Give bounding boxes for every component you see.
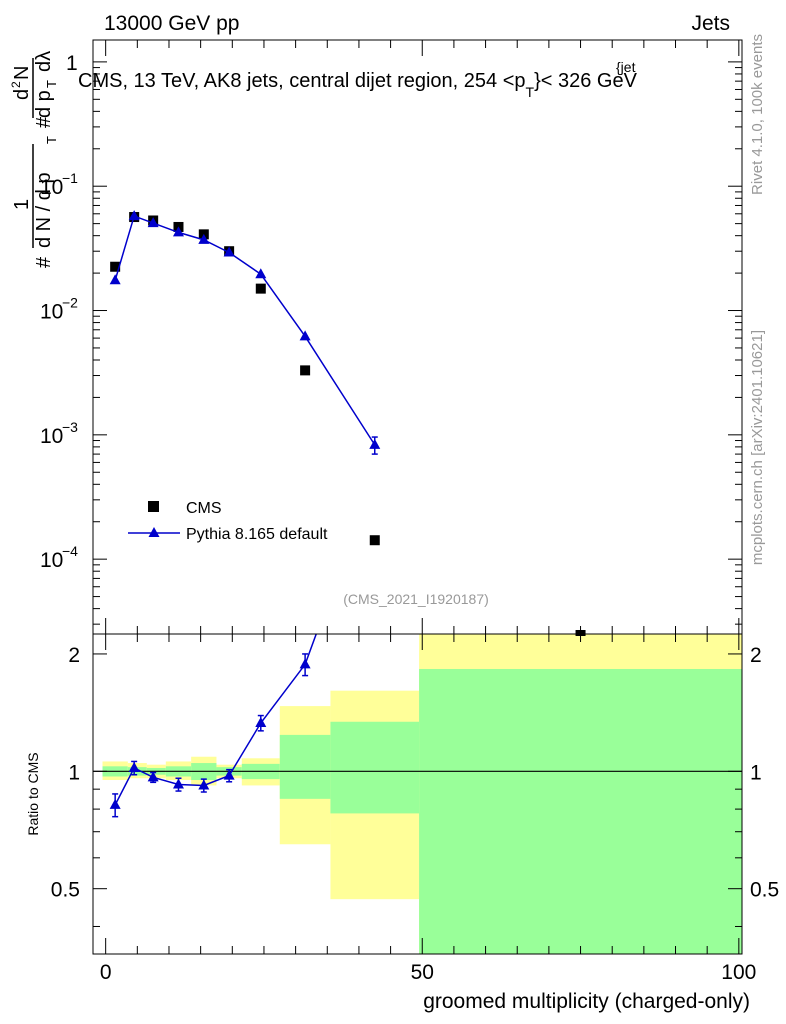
pythia-point-5 <box>223 246 235 257</box>
plot-title-sub: T <box>526 84 535 100</box>
xtick-label-2: 100 <box>721 961 756 984</box>
main-ytick-exp-4: −4 <box>62 543 78 559</box>
mcplots-label: mcplots.cern.ch [arXiv:2401.10621] <box>749 330 766 565</box>
ratio-plot-axes: 0.5 0.5 1 1 2 2 0 50 100 <box>51 630 779 984</box>
ylabel-d: d <box>11 89 33 100</box>
main-ylabel: # 1 d N / d p T # d p T d 2 N dλ <box>9 51 59 268</box>
header-energy: 13000 GeV pp <box>104 12 239 35</box>
ratio-point-1 <box>128 761 140 772</box>
legend-cms-marker <box>148 501 159 512</box>
ratio-point-4 <box>198 779 210 790</box>
main-plot-marks <box>109 210 381 546</box>
ylabel-dn: d N / d p <box>33 172 55 248</box>
ratio-ytick-label-left-2: 2 <box>68 644 80 667</box>
plot-title-sup: {jet <box>616 59 636 75</box>
ylabel-one: 1 <box>11 199 33 210</box>
main-ytick-label-0: 1 <box>66 52 78 75</box>
plot-title: CMS, 13 TeV, AK8 jets, central dijet reg… <box>78 70 638 100</box>
ratio-point-3 <box>172 778 184 789</box>
band-inner-7 <box>279 734 331 799</box>
ylabel-n: N <box>11 66 33 80</box>
ratio-ytick-label-left-0: 0.5 <box>51 879 80 902</box>
rivet-version-label: Rivet 4.1.0, 100k events <box>749 34 766 195</box>
ratio-point-2 <box>147 771 159 782</box>
legend-cms-label: CMS <box>186 500 222 517</box>
pythia-point-3 <box>172 226 184 237</box>
main-ytick-exp-1: −1 <box>62 170 78 186</box>
xtick-label-1: 50 <box>411 961 434 984</box>
ratio-plot-area <box>102 634 742 954</box>
main-ytick-exp-3: −3 <box>62 419 78 435</box>
legend-pythia-marker <box>148 527 160 537</box>
pythia-point-2 <box>147 217 159 228</box>
pythia-point-7 <box>299 330 311 341</box>
ratio-point-0 <box>109 798 121 809</box>
main-ytick-label-3: 10 <box>40 425 63 448</box>
cms-point-8 <box>369 535 380 546</box>
pythia-point-8 <box>369 438 381 449</box>
ylabel-dlambda: dλ <box>33 51 55 72</box>
ratio-ytick-label-left-1: 1 <box>68 761 80 784</box>
ratio-ylabel: Ratio to CMS <box>25 752 41 835</box>
ylabel-dpt: d p <box>33 90 55 118</box>
x-axis-label: groomed multiplicity (charged-only) <box>423 990 750 1013</box>
main-ytick-label-2: 10 <box>40 301 63 324</box>
header-category: Jets <box>691 12 730 35</box>
pythia-line <box>114 215 376 446</box>
ylabel-hash1: # <box>33 256 55 268</box>
ratio-point-5 <box>223 769 235 780</box>
ratio-ytick-label-right-1: 1 <box>750 761 762 784</box>
cms-point-6 <box>255 283 266 294</box>
ylabel-t1: T <box>44 136 59 144</box>
ratio-ytick-label-right-2: 2 <box>750 644 762 667</box>
pythia-point-4 <box>198 233 210 244</box>
main-ytick-exp-2: −2 <box>62 295 78 311</box>
ylabel-hash2: # <box>33 116 55 128</box>
ylabel-two: 2 <box>9 81 23 88</box>
band-inner-9 <box>419 668 742 954</box>
band-inner-8 <box>330 721 420 814</box>
analysis-watermark: (CMS_2021_I1920187) <box>343 591 489 607</box>
cms-point-0 <box>110 261 121 272</box>
ratio-frame <box>92 633 743 955</box>
legend: CMS Pythia 8.165 default <box>128 500 328 543</box>
pythia-point-6 <box>255 268 267 279</box>
ratio-point-7 <box>299 658 311 669</box>
main-ytick-label-1: 10 <box>40 176 63 199</box>
cms-point-edge <box>575 630 586 636</box>
plot-title-end: }< 326 GeV <box>534 70 638 92</box>
ratio-plot-marks <box>93 468 742 818</box>
plot-title-main: CMS, 13 TeV, AK8 jets, central dijet reg… <box>78 70 526 92</box>
ylabel-t2: T <box>44 80 59 88</box>
ratio-point-8 <box>369 468 380 478</box>
legend-pythia-label: Pythia 8.165 default <box>186 526 328 543</box>
main-frame <box>92 39 743 635</box>
ratio-ytick-label-right-0: 0.5 <box>750 879 779 902</box>
pythia-point-1 <box>128 210 140 221</box>
cms-point-7 <box>300 365 311 376</box>
xtick-label-0: 0 <box>100 961 112 984</box>
ratio-point-6 <box>255 717 267 728</box>
pythia-point-0 <box>109 274 121 285</box>
main-ytick-label-4: 10 <box>40 549 63 572</box>
